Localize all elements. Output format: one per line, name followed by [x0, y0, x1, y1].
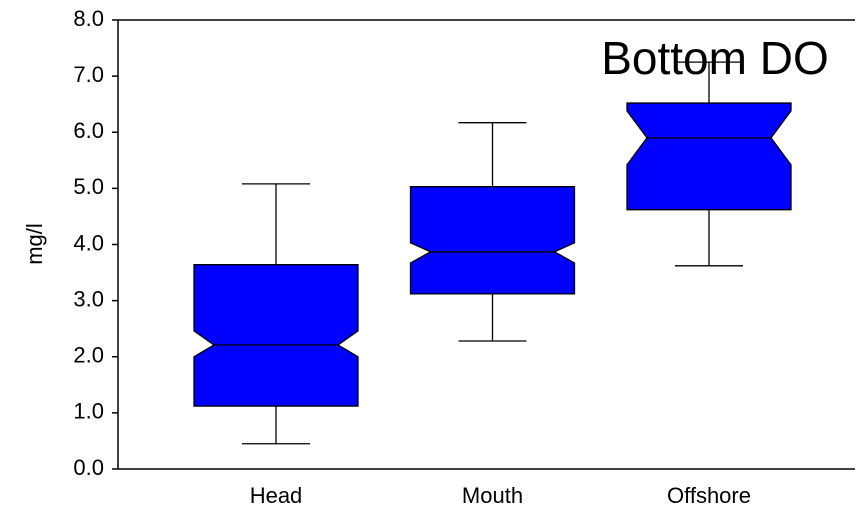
- y-tick-label: 1.0: [73, 399, 104, 424]
- y-tick-label: 3.0: [73, 286, 104, 311]
- y-tick-label: 7.0: [73, 62, 104, 87]
- box: [626, 102, 792, 211]
- y-tick-label: 6.0: [73, 118, 104, 143]
- y-tick-label: 4.0: [73, 230, 104, 255]
- y-axis-label: mg/l: [22, 223, 47, 265]
- x-tick-label: Offshore: [667, 483, 751, 508]
- plot: 0.0 1.0 2.0 3.0 4.0 5.0 6.0 7.0 8.0 Head Mouth Offs…: [73, 6, 792, 508]
- x-tick-label: Mouth: [462, 483, 523, 508]
- box: [409, 186, 576, 295]
- box: [193, 264, 359, 407]
- y-tick-label: 5.0: [73, 174, 104, 199]
- y-tick-label: 0.0: [73, 455, 104, 480]
- y-tick-label: 2.0: [73, 343, 104, 368]
- chart-title: Bottom DO: [601, 32, 829, 84]
- y-tick-label: 8.0: [73, 6, 104, 31]
- x-tick-label: Head: [250, 483, 303, 508]
